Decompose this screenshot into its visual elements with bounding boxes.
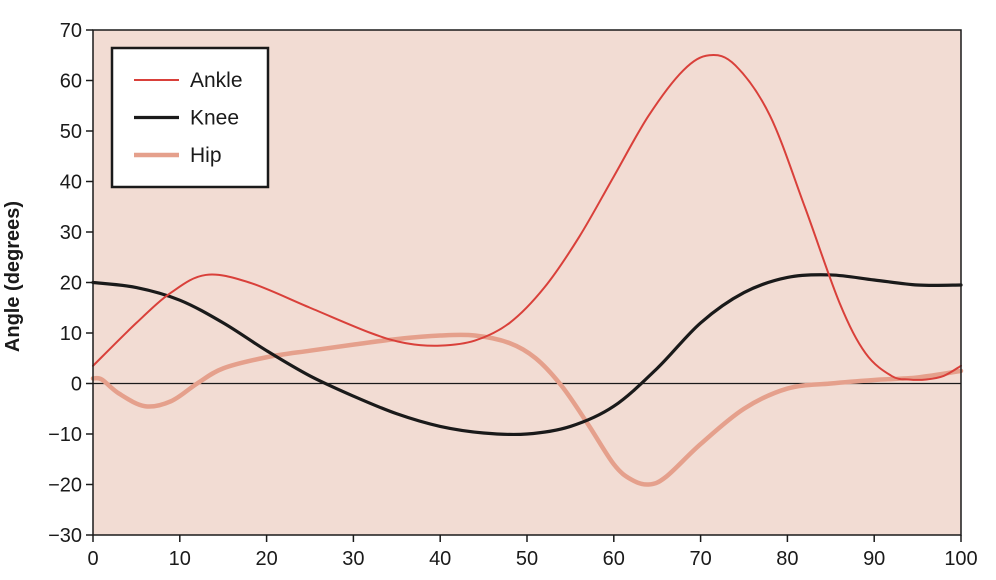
y-tick-label: 60 [60,71,82,93]
legend-label-hip: Hip [190,144,222,167]
y-tick-label: 70 [60,20,82,42]
x-tick-label: 60 [603,548,625,570]
y-axis-title: Angle (degrees) [2,201,24,352]
y-tick-label: −10 [48,424,82,446]
series-line-knee [91,273,963,437]
series-line-hip [90,332,964,487]
series-line-ankle [92,54,962,381]
x-tick-label: 50 [516,548,538,570]
x-tick-label: 0 [87,548,98,570]
x-tick-label: 100 [944,548,977,570]
legend: Ankle Knee Hip [110,46,270,189]
series-layer [90,54,964,487]
x-tick-label: 10 [169,548,191,570]
y-tick-label: 50 [60,121,82,143]
legend-label-knee: Knee [190,107,239,130]
x-tick-label: 90 [863,548,885,570]
y-tick-label: −20 [48,475,82,497]
y-tick-label: 30 [60,222,82,244]
x-tick-label: 30 [342,548,364,570]
y-tick-label: 10 [60,323,82,345]
y-tick-label: 40 [60,172,82,194]
x-tick-label: 20 [255,548,277,570]
legend-label-ankle: Ankle [190,69,243,92]
x-axis: 0 10 20 30 40 50 60 70 80 90 100 [87,535,978,570]
x-tick-label: 70 [689,548,711,570]
x-tick-label: 80 [776,548,798,570]
x-tick-label: 40 [429,548,451,570]
y-tick-label: −30 [48,525,82,547]
y-tick-label: 0 [71,374,82,396]
y-axis: −30 −20 −10 0 10 20 30 40 50 60 70 [48,20,93,547]
y-tick-label: 20 [60,273,82,295]
